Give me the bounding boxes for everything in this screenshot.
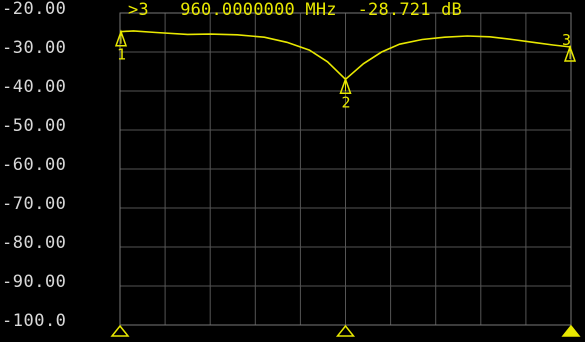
marker-1-label: 1 [117,46,126,64]
bottom-marker-3-icon [561,324,581,337]
marker-readout: >3 960.0000000 MHz -28.721 dB [128,0,462,22]
y-tick-label: -50.00 [2,116,67,136]
y-tick-label: -40.00 [2,77,67,97]
marker-indicator: >3 [128,0,149,20]
y-tick-label: -100.0 [2,311,67,331]
marker-value: -28.721 dB [357,0,462,20]
marker-3-icon [563,44,577,62]
y-tick-label: -90.00 [2,272,67,292]
y-tick-label: -60.00 [2,155,67,175]
marker-3-label: 3 [562,31,571,49]
y-tick-label: -70.00 [2,194,67,214]
y-tick-label: -80.00 [2,233,67,253]
bottom-marker-2-icon [335,324,356,337]
marker-frequency: 960.0000000 MHz [180,0,337,20]
marker-1-icon [114,29,128,47]
bottom-marker-1-icon [110,324,130,337]
marker-2-icon [339,77,352,95]
y-tick-label: -30.00 [2,38,67,58]
y-tick-label: -20.00 [2,0,67,19]
trace-line [119,30,572,81]
marker-2-label: 2 [342,93,351,111]
